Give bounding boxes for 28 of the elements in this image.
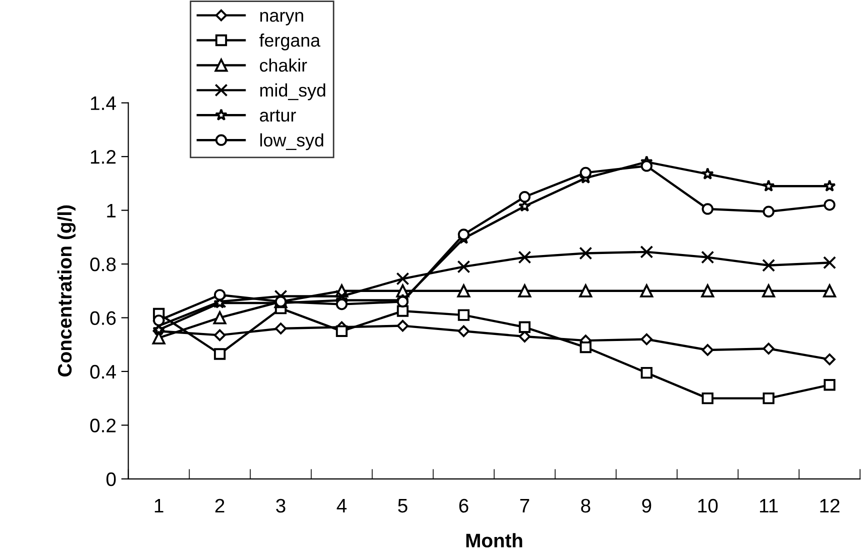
legend-label: mid_syd: [260, 83, 326, 100]
y-axis-title: Concentration (g/l): [57, 205, 76, 376]
x-tick-label: 9: [642, 498, 652, 513]
x-tick-label: 10: [698, 498, 718, 513]
x-tick-label: 6: [459, 498, 468, 513]
legend-label: artur: [260, 110, 296, 122]
y-tick-label: 1.2: [90, 150, 116, 164]
legend-label: low_syd: [260, 133, 324, 150]
y-tick-label: 0: [106, 472, 116, 486]
y-tick-label: 0.8: [90, 257, 116, 272]
x-tick-label: 12: [820, 498, 840, 512]
x-tick-label: 8: [581, 498, 590, 513]
x-tick-label: 2: [215, 498, 224, 512]
y-tick-label: 0.2: [90, 418, 116, 432]
legend-label: chakir: [260, 58, 307, 72]
x-tick-label: 5: [398, 499, 408, 513]
x-tick-label: 1: [154, 499, 164, 512]
y-tick-label: 0.6: [90, 311, 116, 325]
x-tick-label: 4: [336, 499, 347, 512]
x-axis-title: Month: [466, 533, 522, 548]
legend-label: naryn: [260, 12, 304, 26]
y-tick-label: 1: [107, 204, 116, 218]
y-tick-label: 1.4: [90, 96, 116, 110]
x-tick-label: 11: [760, 499, 778, 512]
y-tick-label: 0.4: [90, 364, 116, 379]
legend-label: fergana: [259, 34, 320, 50]
x-tick-label: 7: [520, 499, 530, 512]
x-tick-label: 3: [276, 498, 286, 513]
